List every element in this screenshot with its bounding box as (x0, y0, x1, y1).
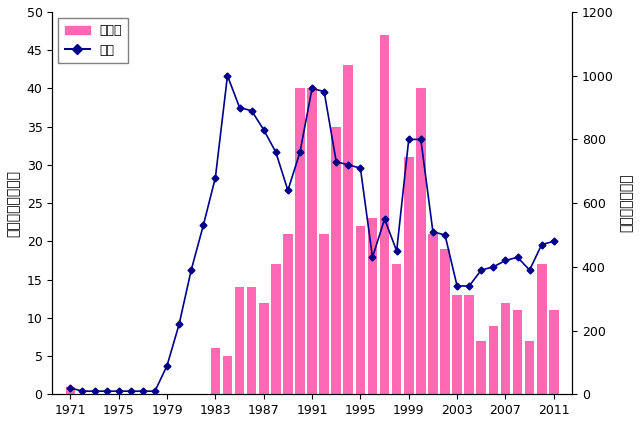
Bar (549, 310, 559, 394)
Bar (525, 341, 534, 394)
Bar (440, 249, 450, 394)
Bar (500, 303, 510, 394)
Bar (428, 234, 438, 394)
Bar (247, 287, 257, 394)
Bar (452, 295, 462, 394)
Bar (344, 65, 353, 394)
Bar (513, 310, 522, 394)
Bar (283, 234, 292, 394)
Bar (537, 264, 547, 394)
Bar (476, 341, 486, 394)
Bar (367, 218, 378, 394)
Bar (356, 226, 365, 394)
Bar (416, 89, 426, 394)
Bar (211, 349, 220, 394)
Bar (235, 287, 244, 394)
Bar (488, 326, 498, 394)
Y-axis label: 患者数（大分県）: 患者数（大分県） (7, 170, 21, 237)
Bar (332, 127, 341, 394)
Legend: 大分県, 全国: 大分県, 全国 (58, 18, 129, 63)
Bar (259, 303, 269, 394)
Bar (380, 35, 389, 394)
Bar (307, 89, 317, 394)
Bar (404, 157, 413, 394)
Bar (392, 264, 401, 394)
Bar (465, 295, 474, 394)
Bar (271, 264, 280, 394)
Bar (65, 387, 75, 394)
Y-axis label: 患者数（全国）: 患者数（全国） (619, 174, 633, 232)
Bar (295, 89, 305, 394)
Bar (223, 356, 232, 394)
Bar (319, 234, 329, 394)
